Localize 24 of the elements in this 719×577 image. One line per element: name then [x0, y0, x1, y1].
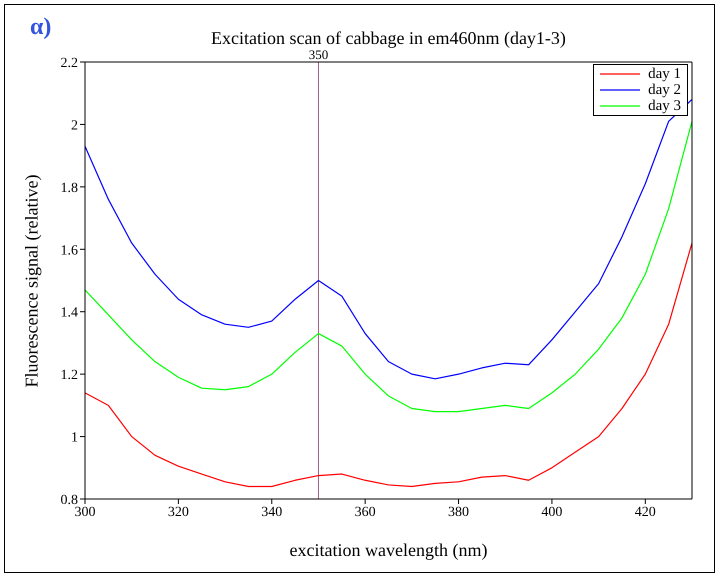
ref-line-label: 350	[308, 47, 328, 62]
line-series	[85, 120, 692, 412]
legend-label: day 1	[648, 66, 681, 82]
y-tick-label: 1.2	[60, 368, 78, 384]
legend-label: day 3	[648, 98, 681, 114]
y-axis-title: Fluorescence signal (relative)	[22, 174, 42, 387]
x-tick-label: 420	[634, 504, 656, 520]
y-tick-label: 1.6	[60, 243, 78, 258]
x-tick-label: 380	[448, 504, 470, 520]
x-tick-label: 320	[168, 504, 189, 520]
x-tick-label: 340	[261, 504, 282, 520]
legend-label: day 2	[648, 82, 681, 98]
line-series	[85, 242, 692, 488]
y-tick-label: 1	[71, 430, 78, 446]
line-series	[85, 98, 692, 380]
y-tick-label: 1.4	[60, 306, 78, 321]
y-tick-label: 2.2	[60, 56, 78, 71]
x-tick-label: 400	[541, 504, 562, 520]
x-axis-title: excitation wavelength (nm)	[288, 540, 488, 561]
chart-title: Excitation scan of cabbage in em460nm (day1-3)	[210, 28, 567, 49]
x-tick-label: 360	[354, 504, 376, 520]
text: α)	[30, 14, 52, 41]
y-tick-label: 1.8	[60, 180, 78, 196]
y-tick-label: 2	[71, 118, 78, 134]
